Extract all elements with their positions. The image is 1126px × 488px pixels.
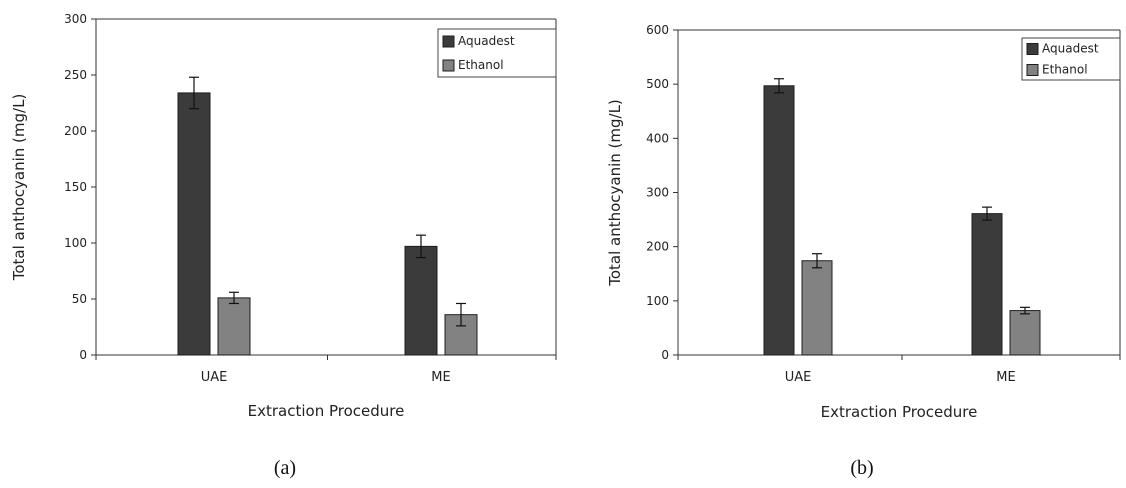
x-category-label: ME [431,370,450,385]
x-category-label: ME [996,370,1015,385]
x-axis-title: Extraction Procedure [248,402,405,420]
legend-label-aquadest: Aquadest [458,34,515,48]
y-tick-label: 300 [646,186,669,200]
bar-aquadest-uae [177,92,211,356]
legend-box [437,28,557,78]
chart-a: 0 50 100 150 200 250 300 UAE ME Extraction Proced… [10,12,557,420]
bar-ethanol-uae [217,297,251,356]
y-tick-label: 0 [79,348,87,362]
chart-b: 0 100 200 300 400 500 600 UAE ME Extraction Proce… [606,23,1121,421]
legend: Aquadest Ethanol [437,28,557,78]
y-tick-label: 50 [72,292,87,306]
x-category-label: UAE [201,370,228,385]
bar-aquadest-uae [763,85,795,356]
legend-swatch-aquadest [1026,43,1039,55]
bar-ethanol-uae [801,260,833,356]
y-tick-label: 200 [646,240,669,254]
y-axis-title: Total anthocyanin (mg/L) [10,94,28,282]
panel-label-b: (b) [850,457,873,479]
legend-label-ethanol: Ethanol [458,58,504,72]
y-tick-label: 100 [64,236,87,250]
legend-swatch-ethanol [442,59,455,72]
y-tick-label: 400 [646,131,669,145]
y-tick-label: 300 [64,12,87,26]
y-tick-label: 200 [64,124,87,138]
legend-swatch-aquadest [442,35,455,48]
x-category-label: UAE [785,370,812,385]
bar-ethanol-me [1009,310,1041,356]
x-axis-title: Extraction Procedure [821,403,978,421]
y-tick-label: 500 [646,77,669,91]
bar-aquadest-me [404,245,438,356]
legend-label-ethanol: Ethanol [1042,63,1088,77]
y-tick-label: 0 [661,348,669,362]
panel-label-a: (a) [274,457,296,479]
y-axis-title: Total anthocyanin (mg/L) [606,99,624,287]
bar-aquadest-me [971,213,1003,356]
y-tick-label: 600 [646,23,669,37]
y-tick-label: 100 [646,294,669,308]
legend-swatch-ethanol [1026,64,1039,76]
legend: Aquadest Ethanol [1021,37,1121,81]
y-tick-label: 150 [64,180,87,194]
legend-label-aquadest: Aquadest [1042,42,1099,56]
y-tick-label: 250 [64,68,87,82]
